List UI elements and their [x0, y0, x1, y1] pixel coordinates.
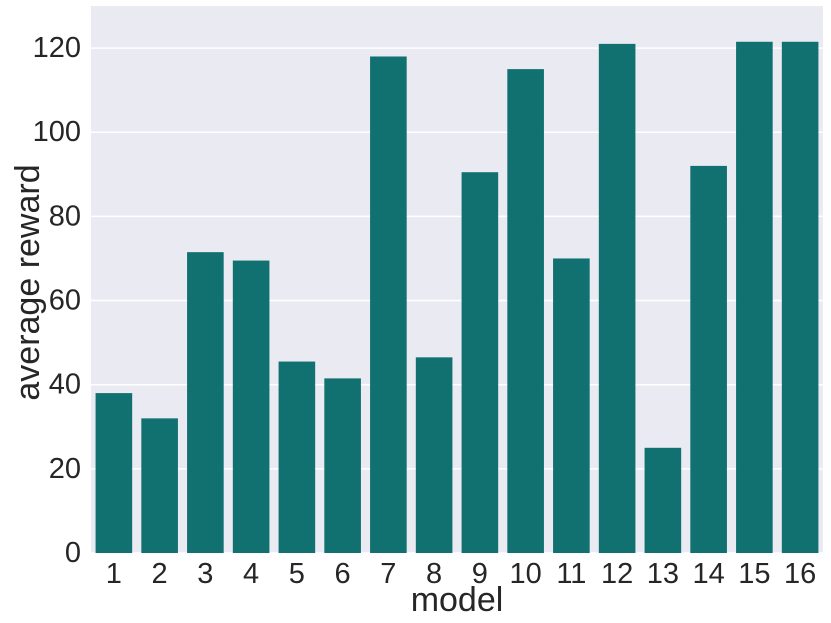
y-tick-label: 120 — [33, 32, 81, 64]
x-tick-label: 5 — [289, 558, 305, 590]
x-tick-label: 10 — [509, 558, 541, 590]
y-axis-label: average reward — [9, 164, 47, 400]
bar-model-9 — [461, 172, 499, 553]
bar-model-3 — [187, 252, 224, 553]
bar-model-11 — [553, 258, 590, 553]
x-tick-label: 7 — [380, 558, 396, 590]
bar-model-2 — [141, 418, 178, 553]
y-tick-label: 100 — [33, 116, 81, 148]
bar-model-10 — [507, 69, 544, 553]
y-tick-label: 20 — [49, 453, 81, 485]
x-tick-labels: 1 2 3 4 5 6 7 8 9 10 11 12 13 14 15 16 — [106, 558, 816, 590]
bar-model-14 — [690, 165, 727, 553]
y-tick-labels: 0 20 40 60 80 100 120 — [33, 32, 81, 569]
bar-model-16 — [781, 41, 819, 554]
x-tick-label: 1 — [106, 558, 122, 590]
bar-model-15 — [736, 41, 773, 554]
bar-model-13 — [644, 447, 682, 553]
y-tick-label: 60 — [49, 285, 81, 317]
x-tick-label: 8 — [426, 558, 442, 590]
x-axis-label: model — [411, 581, 504, 619]
x-tick-label: 15 — [738, 558, 770, 590]
x-tick-label: 6 — [335, 558, 351, 590]
x-tick-label: 14 — [692, 558, 724, 590]
x-tick-label: 13 — [647, 558, 679, 590]
x-tick-label: 3 — [197, 558, 213, 590]
y-tick-label: 80 — [49, 200, 81, 232]
x-tick-label: 16 — [784, 558, 816, 590]
bar-model-6 — [324, 378, 361, 553]
bar-model-7 — [370, 56, 407, 553]
x-tick-label: 12 — [601, 558, 633, 590]
x-tick-label: 11 — [556, 558, 586, 590]
bars — [95, 41, 819, 554]
y-tick-label: 40 — [49, 369, 81, 401]
bar-model-5 — [278, 361, 316, 553]
y-tick-label: 0 — [65, 537, 81, 569]
x-tick-label: 2 — [152, 558, 168, 590]
bar-model-12 — [598, 43, 636, 553]
bar-model-1 — [95, 393, 133, 553]
bar-model-8 — [415, 357, 453, 553]
x-tick-label: 4 — [243, 558, 259, 590]
bar-model-4 — [232, 260, 270, 553]
x-tick-label: 9 — [472, 558, 488, 590]
